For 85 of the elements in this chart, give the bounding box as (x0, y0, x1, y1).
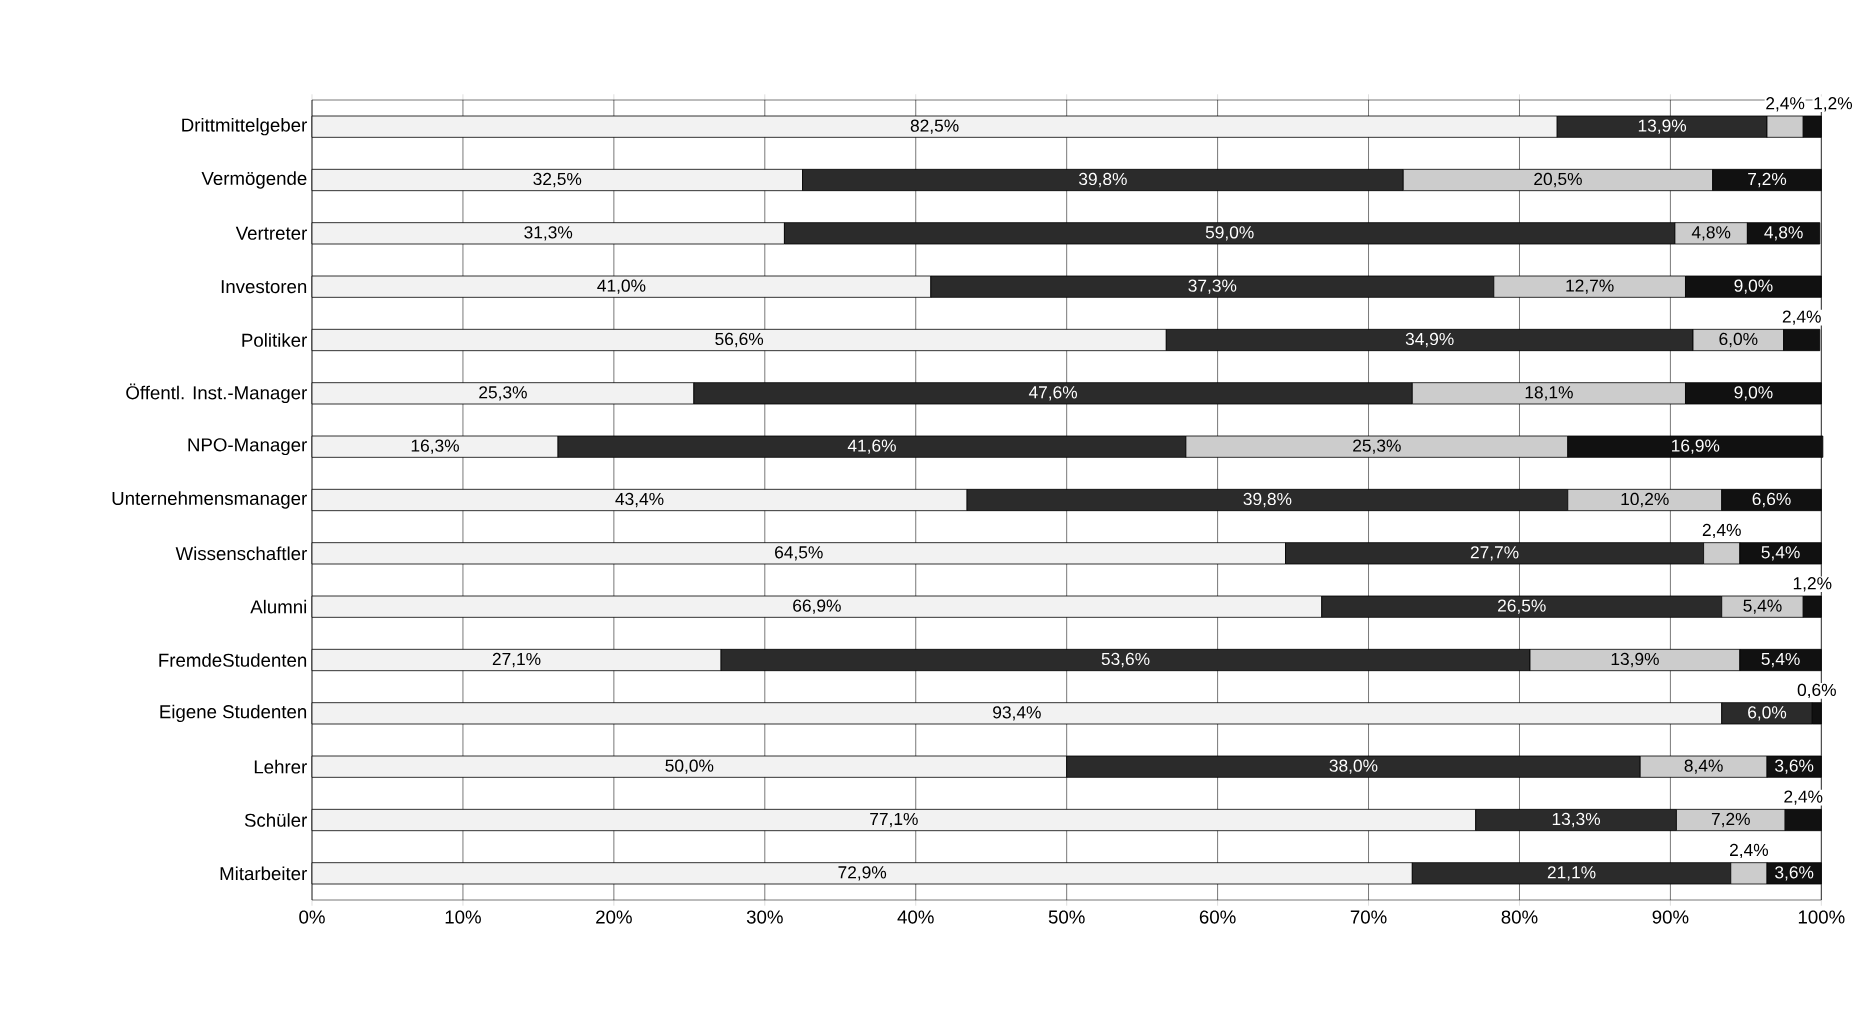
data-label: 39,8% (1078, 172, 1127, 188)
data-label: 2,4% (1730, 843, 1769, 859)
data-label: 37,3% (1188, 279, 1237, 294)
data-label: 53,6% (1101, 652, 1150, 668)
data-label: 7,2% (1748, 172, 1787, 188)
y-tick-label: Vermögende (201, 171, 307, 189)
data-label: 93,4% (993, 706, 1041, 721)
data-label: 13,9% (1611, 652, 1659, 668)
y-tick-label: Politiker (242, 333, 307, 347)
data-label: 6,6% (1752, 492, 1791, 508)
x-tick-label: 40% (897, 910, 934, 924)
x-tick-label: 10% (445, 910, 481, 924)
x-tick-label: 70% (1350, 910, 1387, 924)
y-tick-label: NPO-Manager (188, 438, 307, 456)
y-tick-label: Eigene Studenten (160, 704, 307, 723)
data-label: 38,0% (1329, 759, 1378, 774)
data-label: 1,2% (1814, 97, 1853, 112)
data-label: 6,0% (1719, 332, 1758, 348)
data-label: 12,7% (1566, 279, 1614, 294)
data-label: 4,8% (1764, 226, 1803, 241)
y-tick-label: Drittmittelgeber (182, 117, 307, 136)
data-label: 5,4% (1743, 599, 1782, 614)
data-label: 5,4% (1761, 546, 1800, 561)
x-tick-label: 60% (1199, 910, 1236, 924)
data-label: 59,0% (1205, 226, 1254, 241)
data-label: 72,9% (838, 866, 887, 881)
data-label: 47,6% (1028, 386, 1078, 401)
x-tick-label: 20% (596, 910, 632, 924)
y-tick-label: Lehrer (254, 759, 307, 774)
data-label: 66,9% (793, 599, 841, 614)
y-tick-label: Wissenschaftler (175, 546, 307, 561)
y-tick-label: Öffentl. Inst.-Manager (126, 383, 307, 404)
data-label: 13,9% (1638, 119, 1687, 134)
data-label: 50,0% (665, 759, 714, 774)
data-label: 64,5% (775, 546, 823, 561)
data-label: 16,9% (1672, 439, 1720, 454)
data-label: 0,6% (1797, 683, 1836, 699)
data-label: 16,3% (411, 439, 459, 454)
data-label: 2,4% (1784, 790, 1823, 805)
x-tick-label: 90% (1652, 910, 1689, 924)
x-tick-label: 30% (746, 910, 783, 924)
data-label: 2,4% (1766, 97, 1805, 112)
data-label: 5,4% (1761, 652, 1800, 668)
y-tick-label: Mitarbeiter (220, 866, 307, 881)
data-label: 2,4% (1702, 523, 1741, 539)
data-label: 10,2% (1621, 492, 1669, 508)
data-label: 20,5% (1534, 172, 1582, 188)
x-tick-label: 100% (1798, 910, 1845, 924)
y-tick-label: Schüler (244, 813, 307, 827)
data-label: 21,1% (1547, 866, 1596, 881)
data-label: 27,1% (492, 652, 541, 668)
x-tick-label: 80% (1501, 910, 1538, 924)
data-label: 26,5% (1498, 599, 1546, 614)
data-label: 7,2% (1711, 812, 1750, 828)
data-label: 13,3% (1552, 812, 1601, 828)
y-tick-label: Alumni (250, 599, 307, 614)
data-label: 82,5% (910, 119, 959, 134)
data-label: 2,4% (1782, 310, 1821, 325)
x-tick-label: 50% (1048, 910, 1085, 924)
data-label: 3,6% (1775, 759, 1814, 774)
data-label: 32,5% (533, 172, 582, 188)
data-label: 18,1% (1525, 386, 1573, 401)
data-label: 77,1% (870, 812, 918, 828)
y-tick-label: Investoren (221, 280, 307, 294)
data-label: 25,3% (479, 386, 527, 401)
data-label: 41,0% (597, 279, 646, 294)
data-label: 27,7% (1470, 546, 1519, 561)
data-label: 39,8% (1243, 492, 1292, 508)
x-tick-label: 0% (299, 910, 325, 924)
y-tick-label: FremdeStudenten (159, 653, 307, 667)
data-label: 56,6% (715, 332, 764, 348)
data-label: 41,6% (847, 439, 896, 454)
data-label: 1,2% (1793, 577, 1832, 592)
data-label: 31,3% (524, 226, 573, 241)
y-tick-label: Vertreter (235, 226, 307, 240)
data-label: 9,0% (1734, 279, 1773, 294)
data-label: 34,9% (1405, 332, 1454, 348)
data-label: 6,0% (1748, 706, 1787, 721)
data-label: 8,4% (1684, 759, 1723, 774)
data-label: 25,3% (1353, 439, 1401, 454)
data-label: 3,6% (1775, 866, 1814, 881)
data-label: 43,4% (615, 492, 664, 508)
data-label: 4,8% (1691, 226, 1731, 241)
y-tick-label: Unternehmensmanager (112, 491, 307, 509)
data-label: 9,0% (1734, 386, 1773, 401)
